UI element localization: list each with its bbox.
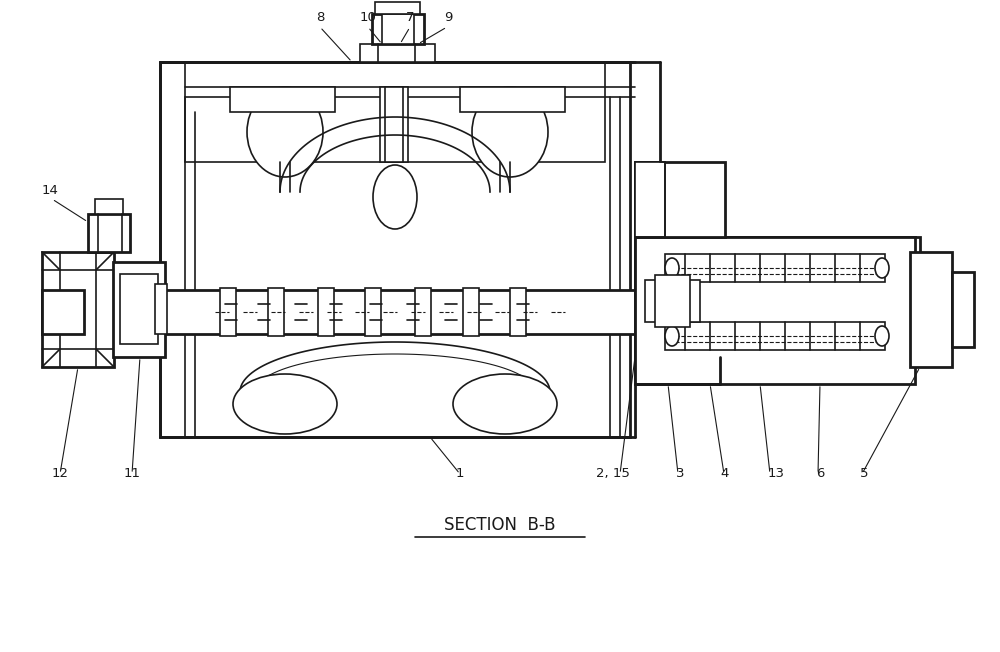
Text: 4: 4	[721, 467, 729, 480]
Bar	[463, 288, 479, 336]
Bar	[635, 162, 665, 237]
Ellipse shape	[875, 258, 889, 278]
Bar	[365, 288, 381, 336]
Bar	[88, 214, 130, 252]
Text: 6: 6	[816, 467, 824, 480]
Ellipse shape	[247, 87, 323, 177]
Bar	[42, 252, 114, 367]
Bar	[268, 288, 284, 336]
Bar	[415, 288, 431, 336]
Bar	[95, 199, 123, 214]
Text: 9: 9	[444, 11, 452, 24]
Text: 3: 3	[676, 467, 684, 480]
Bar	[665, 254, 885, 282]
Bar	[220, 288, 236, 336]
Ellipse shape	[665, 326, 679, 346]
Text: 7: 7	[406, 11, 414, 24]
Bar	[42, 290, 84, 334]
Bar	[510, 288, 526, 336]
Bar	[380, 87, 408, 162]
Text: 10: 10	[360, 11, 376, 24]
Ellipse shape	[665, 258, 679, 278]
Bar	[385, 87, 403, 162]
Ellipse shape	[373, 165, 417, 229]
Text: 2, 15: 2, 15	[596, 467, 630, 480]
Bar	[910, 252, 952, 367]
Bar	[382, 14, 414, 44]
Bar	[185, 62, 605, 162]
Bar	[655, 275, 690, 327]
Text: 1: 1	[456, 467, 464, 480]
Bar	[372, 14, 424, 44]
Bar	[635, 162, 725, 237]
Bar	[460, 87, 565, 112]
Text: 12: 12	[52, 467, 68, 480]
Bar	[42, 290, 960, 334]
Bar	[952, 272, 974, 347]
Ellipse shape	[875, 326, 889, 346]
Bar	[160, 62, 630, 437]
Bar	[155, 284, 167, 334]
Ellipse shape	[472, 87, 548, 177]
Bar	[375, 2, 420, 14]
Text: 14: 14	[42, 184, 59, 197]
Bar	[635, 237, 920, 357]
Bar	[645, 280, 700, 322]
Bar	[318, 288, 334, 336]
Text: 8: 8	[316, 11, 324, 24]
Bar	[360, 44, 435, 62]
Ellipse shape	[233, 374, 337, 434]
Bar	[635, 237, 915, 297]
Ellipse shape	[453, 374, 557, 434]
Bar	[635, 237, 915, 384]
Bar	[230, 87, 335, 112]
Text: 5: 5	[860, 467, 868, 480]
Text: SECTION  B-B: SECTION B-B	[444, 516, 556, 534]
Text: 11: 11	[124, 467, 140, 480]
Text: 13: 13	[768, 467, 784, 480]
Bar	[665, 322, 885, 350]
Bar	[113, 262, 165, 357]
Bar	[120, 274, 158, 344]
